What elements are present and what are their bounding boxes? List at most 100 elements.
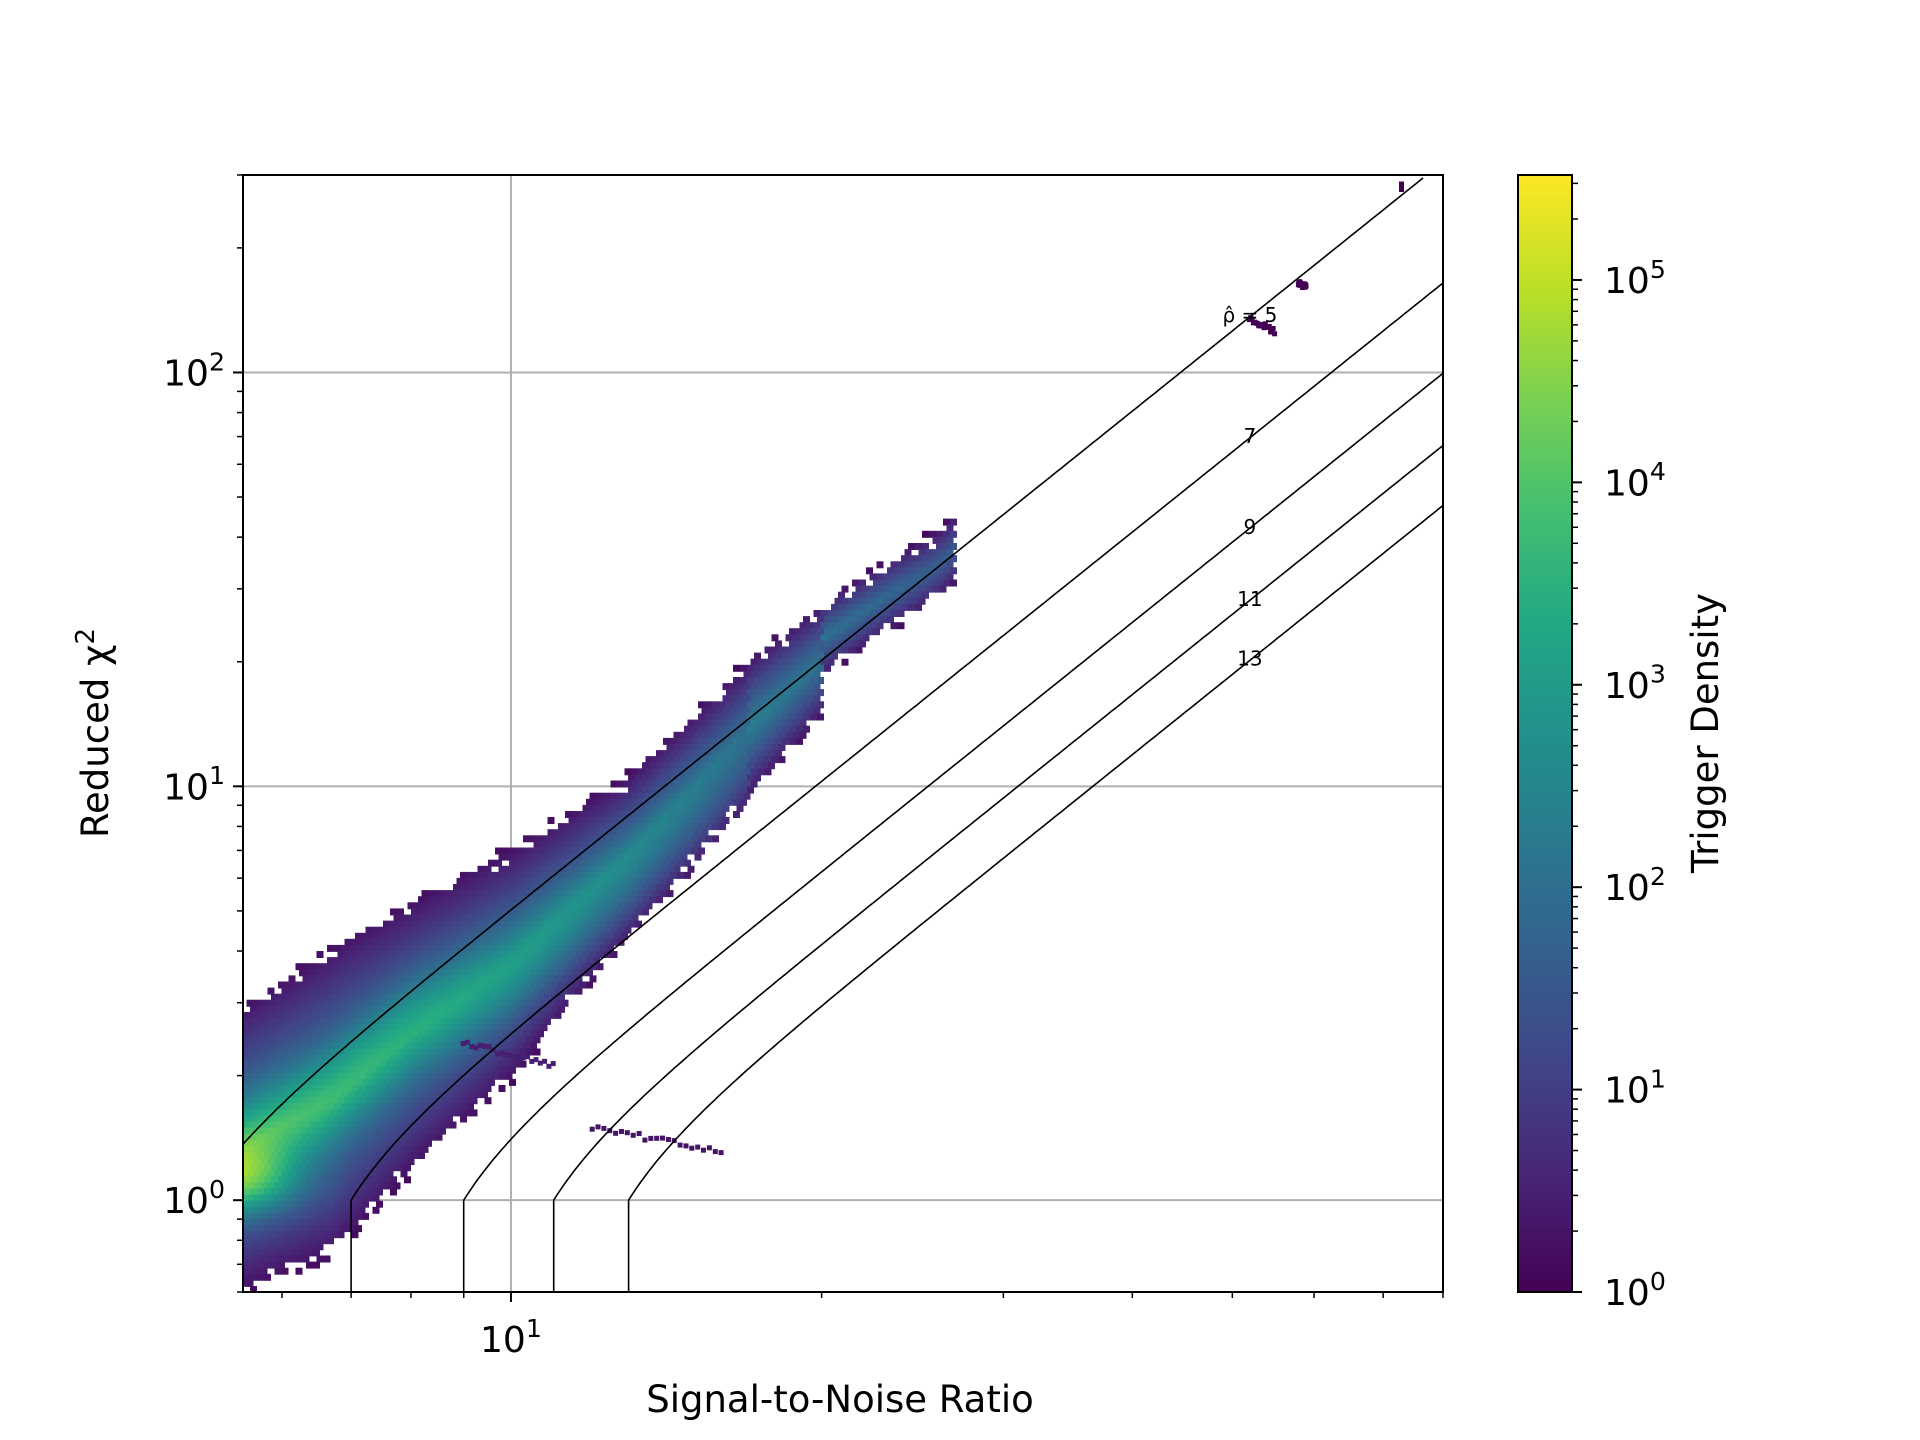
hexbin-cell: [414, 1048, 422, 1056]
hexbin-cell: [334, 1054, 341, 1062]
hexbin-cell: [334, 1042, 341, 1050]
hexbin-cell: [729, 792, 737, 800]
hexbin-cell: [841, 597, 849, 605]
hexbin-cell: [530, 884, 537, 891]
hexbin-cell: [400, 1011, 408, 1019]
hexbin-cell: [425, 896, 432, 904]
hexbin-cell: [446, 1030, 453, 1038]
hexbin-cell: [470, 1109, 478, 1117]
hexbin-cell: [677, 847, 684, 855]
hexbin-cell: [596, 829, 604, 837]
hexbin-cell: [257, 1200, 264, 1208]
hexbin-cell: [337, 1231, 345, 1239]
hexbin-cell: [421, 890, 429, 898]
hexbin-cell: [271, 1152, 278, 1159]
hexbin-cell: [922, 567, 929, 575]
hexbin-cell: [302, 1206, 310, 1214]
hexbin-cell: [659, 768, 667, 776]
hexbin-cell: [526, 1048, 534, 1056]
hexbin-cell: [603, 865, 611, 873]
hexbin-cell: [498, 951, 506, 958]
hexbin-cell: [750, 744, 758, 751]
hexbin-cell: [397, 908, 404, 916]
hexbin-cell: [680, 768, 688, 776]
hexbin-cell: [481, 1005, 488, 1013]
hexbin-cell: [355, 1030, 362, 1038]
hexbin-cell: [320, 1054, 327, 1062]
hexbin-cell: [463, 999, 471, 1007]
hexbin-cell: [610, 780, 618, 788]
hexbin-cell: [362, 1030, 369, 1038]
hexbin-cell: [481, 944, 488, 952]
hexbin-cell: [883, 597, 891, 605]
hexbin-cell: [491, 890, 499, 898]
hexbin-cell: [316, 1011, 324, 1019]
hexbin-cell: [950, 543, 957, 550]
hexbin-cell: [502, 957, 509, 965]
hexbin-cell: [295, 963, 303, 971]
hexbin-cell: [250, 1249, 257, 1257]
hexbin-cell: [379, 1170, 387, 1178]
hexbin-cell: [519, 1036, 527, 1044]
hexbin-cell: [565, 920, 572, 928]
hexbin-cell: [274, 1121, 282, 1129]
hexbin-cell: [306, 1152, 313, 1159]
hexbin-cell: [302, 999, 310, 1007]
hexbin-cell: [463, 987, 471, 995]
hexbin-cell: [645, 829, 653, 837]
hexbin-cell: [547, 951, 555, 958]
hexbin-cell: [288, 1194, 296, 1202]
hexbin-cell: [404, 1042, 411, 1050]
hexbin-cell: [306, 1164, 313, 1172]
hexbin-cell: [946, 549, 954, 557]
hexbin-cell: [274, 1231, 282, 1239]
hexbin-cell: [355, 1176, 362, 1184]
hexbin-cell: [488, 908, 495, 916]
hexbin-cell: [386, 1109, 394, 1117]
hexbin-cell: [365, 1060, 373, 1068]
hexbin-cell: [666, 829, 674, 837]
hexbin-cell: [414, 914, 422, 922]
hexbin-cell: [292, 1005, 299, 1013]
hexbin-cell: [736, 768, 744, 776]
hexbin-cell: [526, 938, 534, 946]
hexbin-cell: [456, 1024, 464, 1032]
hexbin-cell: [379, 938, 387, 946]
hexbin-cell: [327, 1054, 334, 1062]
hexbin-cell: [425, 1030, 432, 1038]
hexbin-cell: [295, 1121, 303, 1129]
hexbin-cell: [341, 1115, 348, 1123]
hexbin-cell: [600, 884, 607, 891]
hexbin-cell: [435, 914, 443, 922]
hexbin-cell: [589, 865, 597, 873]
hexbin-cell: [901, 579, 908, 587]
hexbin-cell: [799, 683, 807, 691]
hexbin-cell: [383, 1164, 390, 1172]
y-tick-label: 102: [163, 347, 225, 394]
hexbin-cell: [460, 1115, 467, 1123]
hexbin-cell: [519, 865, 527, 873]
hexbin-cell: [442, 1109, 450, 1117]
hexbin-cell: [306, 1005, 313, 1013]
hexbin-cell: [481, 871, 488, 879]
hexbin-cell: [530, 896, 537, 904]
hexbin-cell: [792, 670, 800, 678]
outlier-cell: [1399, 185, 1404, 190]
hexbin-cell: [243, 1011, 247, 1019]
hexbin-cell: [467, 1103, 474, 1111]
hexbin-cell: [736, 756, 744, 764]
hexbin-cell: [404, 1078, 411, 1086]
hexbin-cell: [299, 1200, 306, 1208]
hexbin-cell: [712, 774, 719, 782]
hexbin-cell: [547, 999, 555, 1007]
hexbin-cell: [586, 896, 593, 904]
hexbin-cell: [516, 944, 523, 952]
hexbin-cell: [705, 725, 712, 733]
hexbin-cell: [645, 768, 653, 776]
hexbin-cell: [418, 1091, 425, 1099]
hexbin-cell: [621, 823, 628, 831]
hexbin-cell: [778, 707, 786, 715]
hexbin-cell: [390, 1066, 397, 1074]
hexbin-cell: [484, 865, 492, 873]
hexbin-cell: [827, 634, 835, 642]
